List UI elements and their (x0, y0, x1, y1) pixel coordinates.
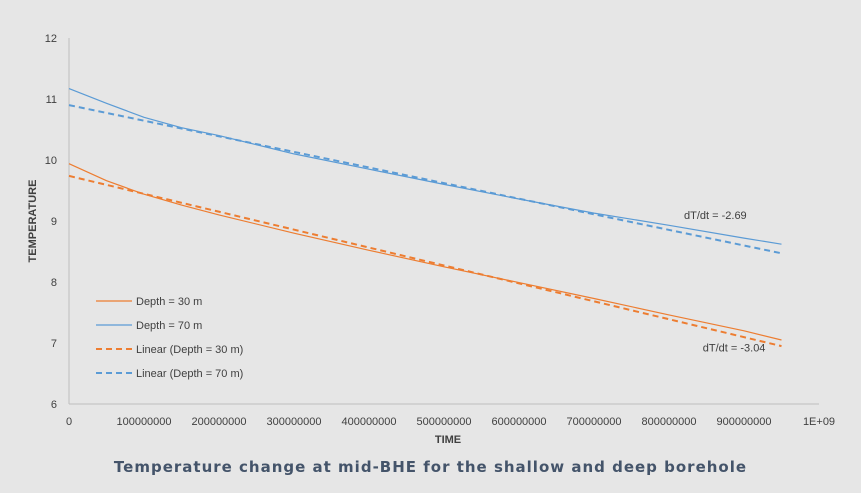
series-line (68, 163, 782, 341)
legend-label: Linear (Depth = 30 m) (136, 344, 243, 356)
trendline (68, 104, 782, 255)
series-layer (68, 88, 782, 348)
x-axis-title: TIME (435, 434, 461, 446)
x-tick-labels: 0 100000000 200000000 300000000 400000000 500… (66, 416, 835, 428)
slope-annotation: dT/dt = -3.04 (703, 342, 766, 354)
y-tick-label: 12 (45, 33, 57, 45)
y-tick-label: 6 (51, 399, 57, 411)
y-tick-label: 11 (46, 94, 57, 106)
y-tick-labels: 6 7 8 9 10 11 12 (45, 33, 57, 411)
x-tick-label: 300000000 (266, 416, 321, 428)
x-tick-label: 500000000 (416, 416, 471, 428)
y-tick-label: 7 (51, 338, 57, 350)
x-tick-label: 900000000 (716, 416, 771, 428)
slope-annotation: dT/dt = -2.69 (684, 210, 747, 222)
y-axis-title: TEMPERATURE (27, 180, 39, 263)
legend-label: Depth = 70 m (136, 320, 202, 332)
x-tick-label: 0 (66, 416, 72, 428)
x-tick-label: 700000000 (566, 416, 621, 428)
legend-label: Depth = 30 m (136, 296, 202, 308)
x-tick-label: 200000000 (191, 416, 246, 428)
legend-label: Linear (Depth = 70 m) (136, 368, 243, 380)
y-tick-label: 9 (51, 216, 57, 228)
x-tick-label: 1E+09 (803, 416, 835, 428)
y-tick-label: 10 (45, 155, 57, 167)
y-tick-label: 8 (51, 277, 57, 289)
annotations: dT/dt = -2.69 dT/dt = -3.04 (684, 210, 765, 354)
trendline (68, 174, 782, 348)
x-tick-label: 600000000 (491, 416, 546, 428)
x-tick-label: 100000000 (116, 416, 171, 428)
x-tick-label: 800000000 (641, 416, 696, 428)
series-line (68, 88, 782, 245)
x-tick-label: 400000000 (341, 416, 396, 428)
chart-title: Temperature change at mid-BHE for the sh… (113, 458, 748, 476)
legend: Depth = 30 m Depth = 70 m Linear (Depth = … (96, 296, 243, 380)
